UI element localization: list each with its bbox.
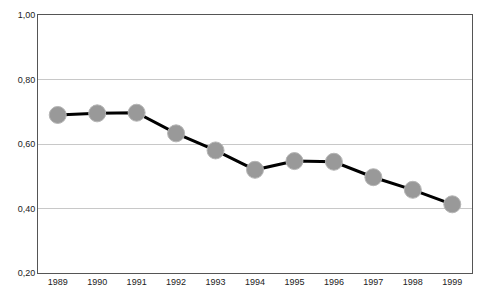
svg-text:1992: 1992 bbox=[166, 277, 186, 287]
svg-text:0,60: 0,60 bbox=[18, 139, 36, 149]
svg-text:0,80: 0,80 bbox=[18, 75, 36, 85]
svg-text:1999: 1999 bbox=[442, 277, 462, 287]
svg-text:1996: 1996 bbox=[324, 277, 344, 287]
svg-text:1994: 1994 bbox=[245, 277, 265, 287]
svg-text:1990: 1990 bbox=[87, 277, 107, 287]
svg-text:1,00: 1,00 bbox=[18, 10, 36, 20]
svg-text:1997: 1997 bbox=[363, 277, 383, 287]
svg-text:1993: 1993 bbox=[206, 277, 226, 287]
svg-text:1989: 1989 bbox=[48, 277, 68, 287]
svg-text:1998: 1998 bbox=[403, 277, 423, 287]
svg-text:0,20: 0,20 bbox=[18, 268, 36, 278]
svg-text:0,40: 0,40 bbox=[18, 204, 36, 214]
svg-text:1995: 1995 bbox=[284, 277, 304, 287]
svg-text:1991: 1991 bbox=[127, 277, 147, 287]
